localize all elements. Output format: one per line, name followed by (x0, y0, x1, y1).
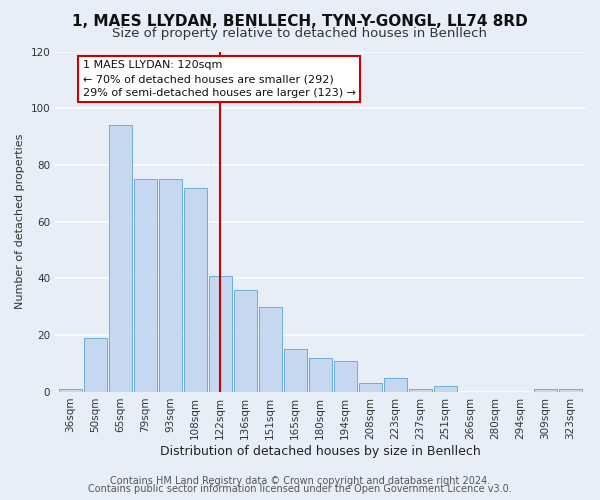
Y-axis label: Number of detached properties: Number of detached properties (15, 134, 25, 310)
Bar (434, 386, 457, 392)
Bar (284, 350, 307, 392)
Text: Contains public sector information licensed under the Open Government Licence v3: Contains public sector information licen… (88, 484, 512, 494)
Bar (334, 360, 356, 392)
Bar (209, 276, 232, 392)
Text: Contains HM Land Registry data © Crown copyright and database right 2024.: Contains HM Land Registry data © Crown c… (110, 476, 490, 486)
Text: 1 MAES LLYDAN: 120sqm
← 70% of detached houses are smaller (292)
29% of semi-det: 1 MAES LLYDAN: 120sqm ← 70% of detached … (83, 60, 356, 98)
Bar (533, 389, 557, 392)
Bar (134, 179, 157, 392)
Bar (158, 179, 182, 392)
Bar (83, 338, 107, 392)
Bar (184, 188, 206, 392)
X-axis label: Distribution of detached houses by size in Benllech: Distribution of detached houses by size … (160, 444, 481, 458)
Bar (359, 384, 382, 392)
Text: 1, MAES LLYDAN, BENLLECH, TYN-Y-GONGL, LL74 8RD: 1, MAES LLYDAN, BENLLECH, TYN-Y-GONGL, L… (72, 14, 528, 29)
Bar (308, 358, 332, 392)
Bar (559, 389, 581, 392)
Bar (59, 389, 82, 392)
Bar (409, 389, 431, 392)
Text: Size of property relative to detached houses in Benllech: Size of property relative to detached ho… (113, 28, 487, 40)
Bar (109, 126, 131, 392)
Bar (233, 290, 257, 392)
Bar (259, 307, 281, 392)
Bar (383, 378, 407, 392)
